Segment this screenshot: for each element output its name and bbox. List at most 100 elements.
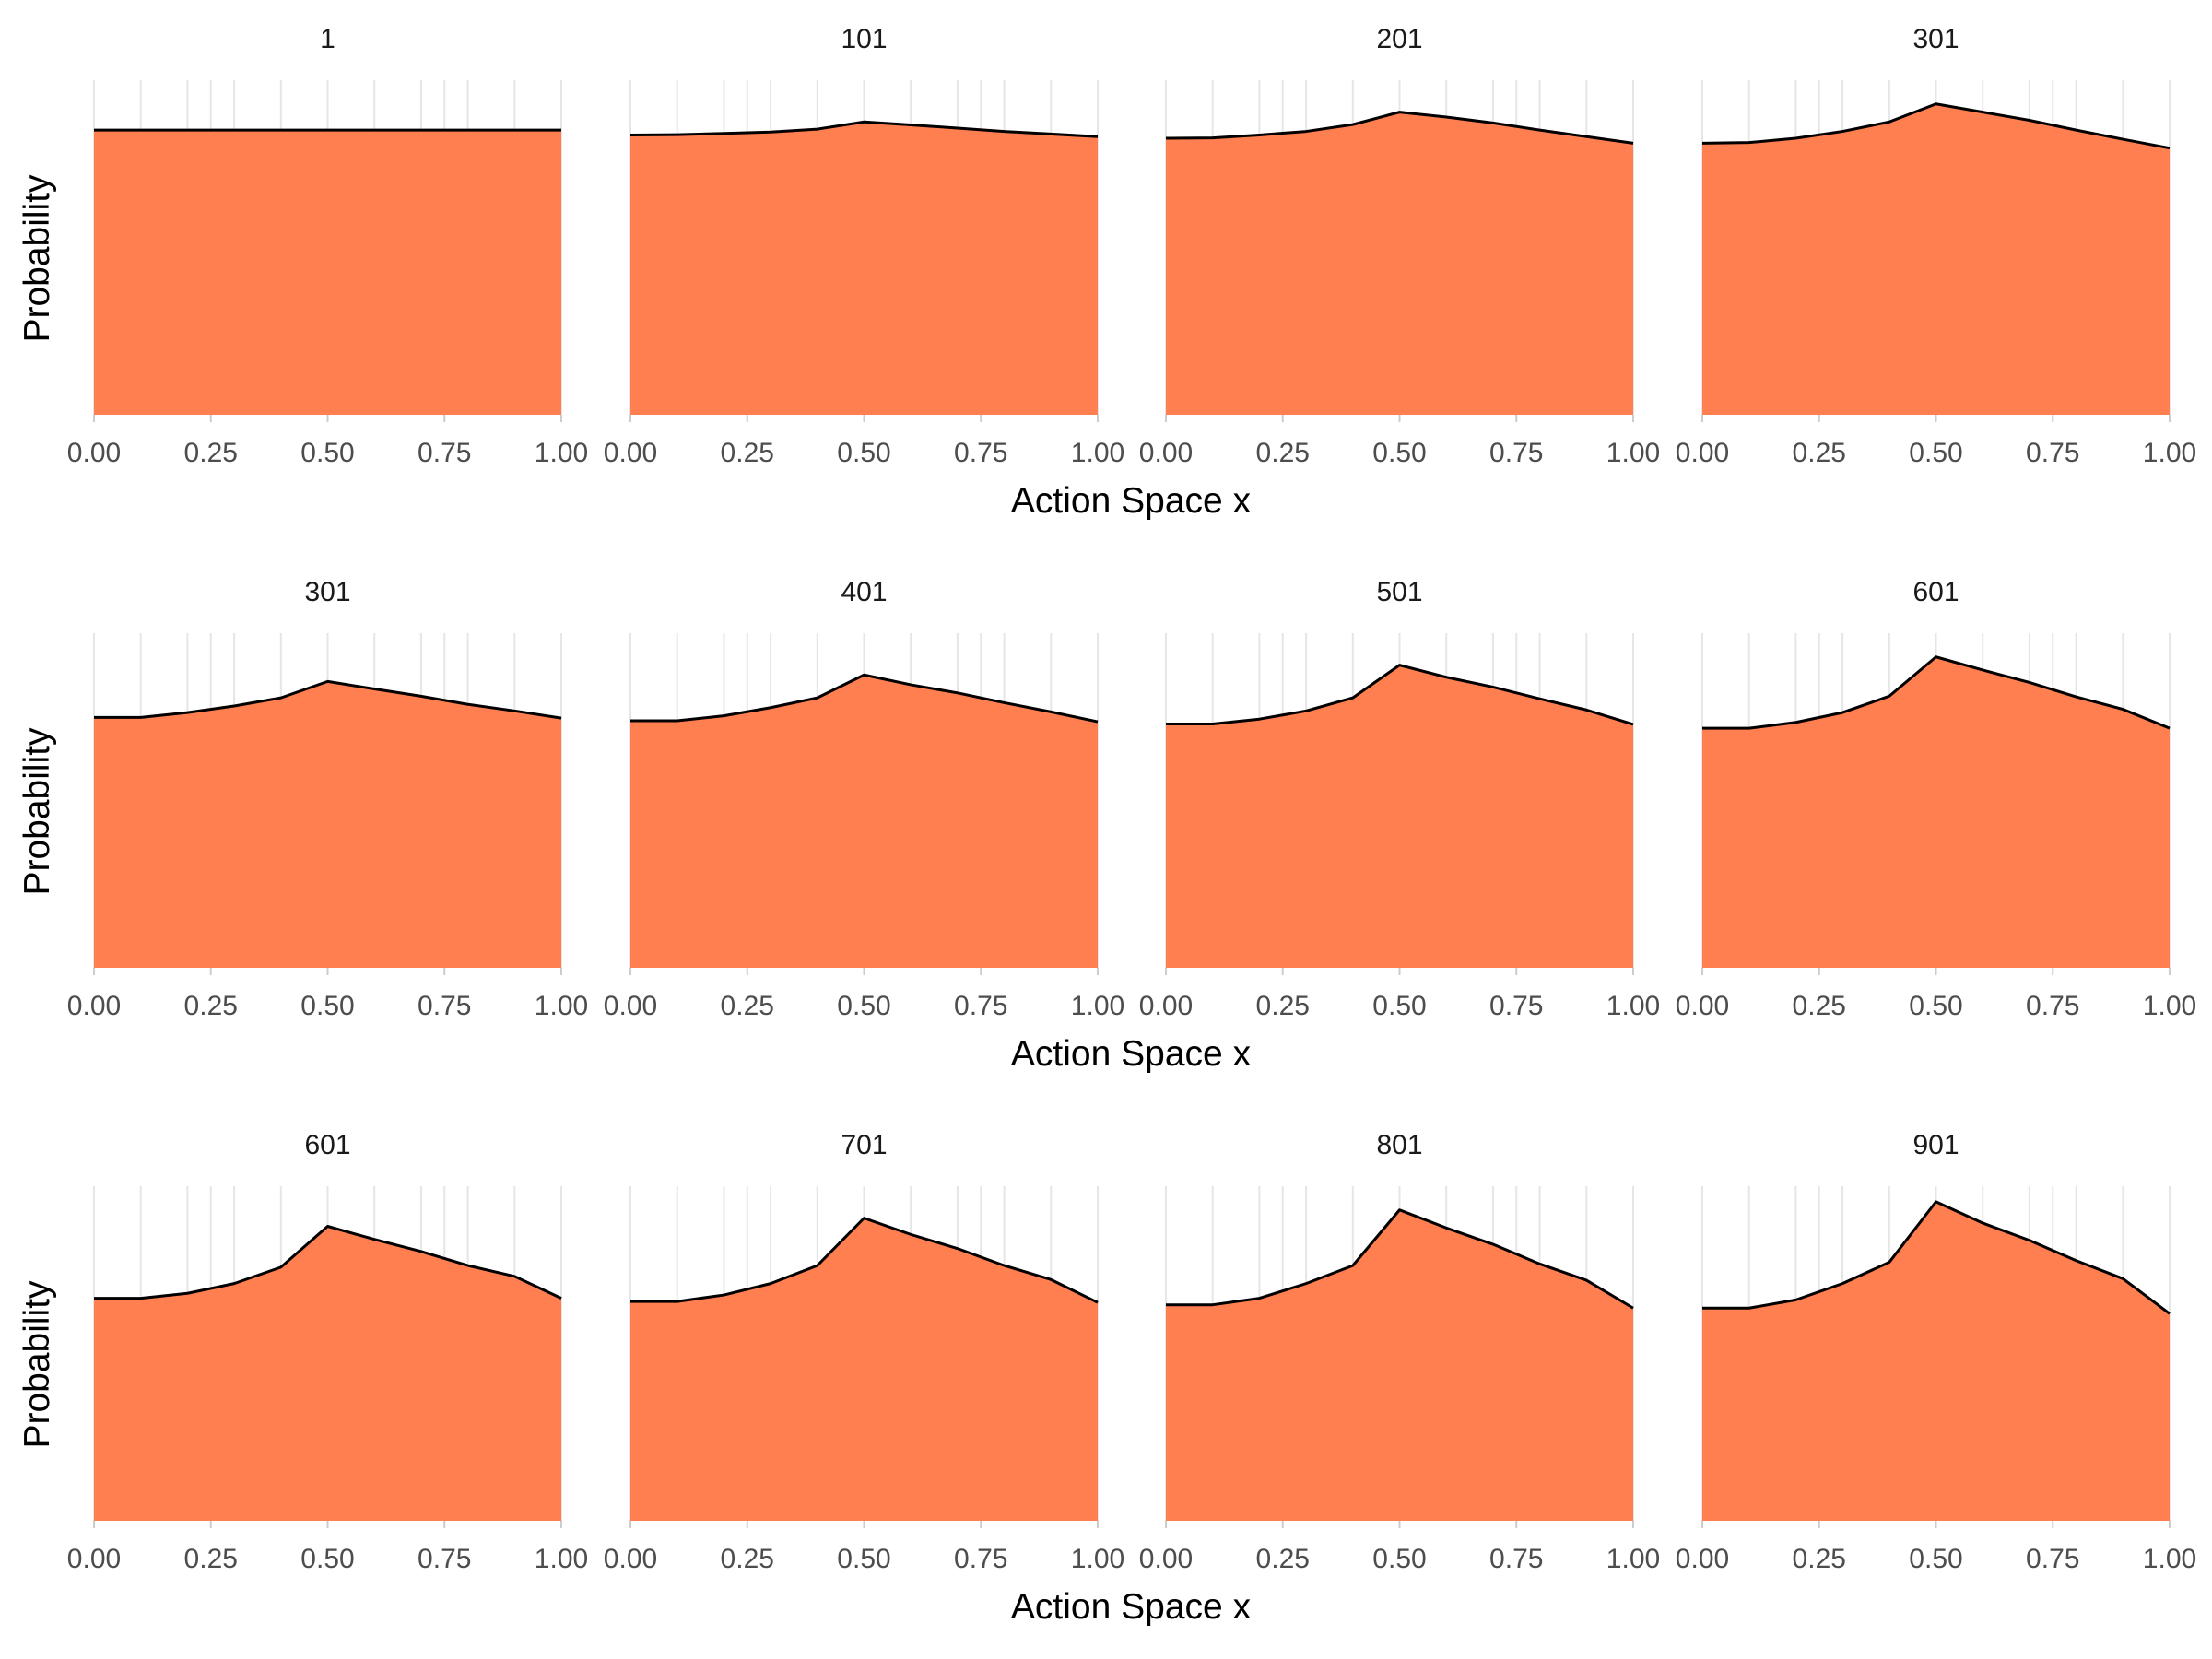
facet-row: 1 0.00 0.25 0.50 0.75 1.00 101 0.00 0.25 0.50 0.75… [18,24,2196,521]
x-tick-label: 0.25 [1256,438,1310,468]
x-tick-label: 0.75 [2026,438,2079,468]
y-axis-title: Probability [18,727,57,896]
x-tick-label: 0.75 [954,991,1007,1021]
density-line [629,120,1099,138]
x-tick-label: 0.75 [1489,438,1543,468]
facet-panel: 201 0.00 0.25 0.50 0.75 1.00 [1139,24,1660,468]
area-fill [630,1218,1098,1521]
x-tick-label: 0.25 [1793,1544,1846,1574]
area-fill [1702,656,2170,968]
y-axis-title: Probability [18,174,57,343]
facet-panel: 101 0.00 0.25 0.50 0.75 1.00 [604,24,1124,468]
area-fill [630,675,1098,968]
x-tick-label: 0.75 [418,1544,471,1574]
x-tick-label: 0.25 [1793,991,1846,1021]
area-fill [94,1226,561,1521]
density-line [94,679,562,720]
facet-title: 901 [1912,1130,1959,1160]
x-tick-label: 0.50 [1909,1544,1962,1574]
x-tick-label: 1.00 [1071,991,1124,1021]
x-tick-label: 0.75 [954,438,1007,468]
area-fill [1702,1201,2170,1521]
x-tick-label: 0.00 [604,1544,657,1574]
x-tick-label: 0.00 [1676,1544,1729,1574]
x-tick-label: 0.25 [1256,991,1310,1021]
x-axis-title: Action Space x [1011,1587,1252,1627]
facet-title: 1 [320,24,335,54]
x-tick-label: 0.00 [604,991,657,1021]
x-tick-label: 0.75 [418,991,471,1021]
x-tick-label: 0.25 [184,991,238,1021]
x-tick-label: 1.00 [535,438,588,468]
area-fill [1166,665,1633,968]
x-tick-label: 0.50 [837,1544,890,1574]
facet-title: 101 [841,24,887,54]
facet-panel: 1 0.00 0.25 0.50 0.75 1.00 [67,24,588,468]
density-line [1166,664,1634,726]
x-tick-label: 0.00 [1139,438,1193,468]
facet-panel: 501 0.00 0.25 0.50 0.75 1.00 [1139,577,1660,1021]
x-tick-label: 0.00 [67,991,121,1021]
x-axis-title: Action Space x [1011,1034,1252,1074]
facet-panel: 301 0.00 0.25 0.50 0.75 1.00 [67,577,588,1021]
x-tick-label: 0.50 [300,438,354,468]
x-tick-label: 0.75 [1489,1544,1543,1574]
x-tick-label: 0.00 [67,1544,121,1574]
facet-panel: 801 0.00 0.25 0.50 0.75 1.00 [1139,1130,1660,1574]
x-tick-label: 0.25 [1793,438,1846,468]
density-line [1701,102,2171,150]
density-line [1702,1200,2171,1315]
x-tick-label: 0.50 [300,991,354,1021]
x-tick-label: 1.00 [1606,438,1660,468]
x-tick-label: 0.25 [184,1544,238,1574]
facet-title: 401 [841,577,887,607]
facet-panel: 401 0.00 0.25 0.50 0.75 1.00 [604,577,1124,1021]
x-tick-label: 1.00 [535,991,588,1021]
x-tick-label: 0.50 [1372,1544,1426,1574]
y-axis-title: Probability [18,1280,57,1449]
facet-row: 601 0.00 0.25 0.50 0.75 1.00 701 0.00 0.25 0.50 0.… [18,1130,2196,1627]
facet-panel: 601 0.00 0.25 0.50 0.75 1.00 [1676,577,2196,1021]
x-tick-label: 0.75 [2026,991,2079,1021]
area-fill [94,130,561,415]
x-tick-label: 0.25 [1256,1544,1310,1574]
area-fill [94,681,561,968]
facet-title: 801 [1376,1130,1422,1160]
facet-title: 501 [1376,577,1422,607]
x-tick-label: 0.25 [721,1544,774,1574]
x-tick-label: 0.75 [418,438,471,468]
density-line [630,1217,1099,1304]
x-tick-label: 0.00 [1139,991,1193,1021]
facet-panel: 601 0.00 0.25 0.50 0.75 1.00 [67,1130,588,1574]
x-tick-label: 1.00 [1606,1544,1660,1574]
x-tick-label: 0.50 [1372,991,1426,1021]
area-fill [1166,1209,1633,1521]
x-tick-label: 0.50 [1372,438,1426,468]
x-tick-label: 0.00 [1139,1544,1193,1574]
density-line [1702,655,2171,730]
facet-title: 201 [1376,24,1422,54]
facet-title: 301 [1912,24,1959,54]
x-tick-label: 1.00 [1071,1544,1124,1574]
facet-title: 301 [304,577,350,607]
x-tick-label: 0.25 [721,438,774,468]
x-tick-label: 0.50 [837,438,890,468]
x-tick-label: 0.00 [604,438,657,468]
facet-title: 601 [304,1130,350,1160]
facet-title: 601 [1912,577,1959,607]
x-tick-label: 0.75 [954,1544,1007,1574]
area-fill [1702,103,2170,415]
x-tick-label: 1.00 [1071,438,1124,468]
density-line [94,1225,562,1300]
x-tick-label: 1.00 [2143,438,2196,468]
x-tick-label: 0.75 [1489,991,1543,1021]
facet-row: 301 0.00 0.25 0.50 0.75 1.00 401 0.00 0.25 0.50 0.… [18,577,2196,1074]
density-line [630,673,1099,724]
x-tick-label: 0.00 [1676,438,1729,468]
area-fill [1166,112,1633,415]
x-tick-label: 0.50 [1909,991,1962,1021]
x-tick-label: 1.00 [1606,991,1660,1021]
x-tick-label: 1.00 [535,1544,588,1574]
x-tick-label: 1.00 [2143,1544,2196,1574]
